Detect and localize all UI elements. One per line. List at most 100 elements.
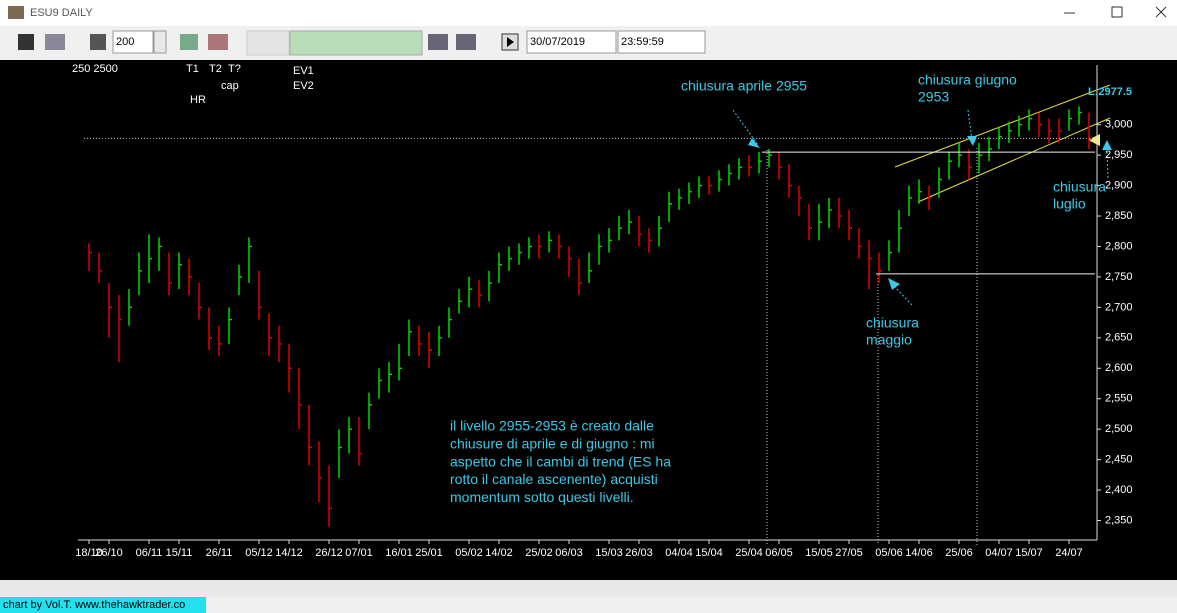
annotation: il livello 2955-2953 è creato dalle — [450, 418, 654, 434]
arrowhead — [1102, 140, 1112, 150]
y-tick-label: 2,650 — [1105, 332, 1133, 344]
play-icon — [507, 37, 514, 47]
y-tick-label: 3,000 — [1105, 119, 1133, 131]
maximize-button[interactable] — [1111, 6, 1123, 18]
channel-lower — [917, 117, 1111, 203]
calc-button[interactable] — [90, 34, 106, 50]
tool-label: T2 — [209, 63, 222, 75]
x-tick-label: 25/01 — [415, 547, 443, 559]
footer-text: chart by Vol.T. www.thehawktrader.co — [3, 599, 185, 611]
tool-label: EV2 — [293, 80, 314, 92]
y-tick-label: 2,700 — [1105, 301, 1133, 313]
x-tick-label: 26/10 — [95, 547, 123, 559]
tool-label: T? — [228, 63, 241, 75]
annotation: 2953 — [918, 89, 949, 105]
annotation: maggio — [866, 332, 912, 348]
tool-label: HR — [190, 94, 206, 106]
app-icon — [8, 6, 24, 19]
title-bar — [0, 0, 1177, 26]
window-title: ESU9 DAILY — [30, 7, 93, 19]
y-tick-label: 2,950 — [1105, 149, 1133, 161]
arrow — [1106, 151, 1109, 179]
arrowhead — [888, 278, 900, 290]
annotation: chiusura giugno — [918, 72, 1017, 88]
annotation: chiusure di aprile e di giugno : mi — [450, 436, 655, 452]
y-tick-label: 2,350 — [1105, 514, 1133, 526]
annotation: aspetto che il cambi di trend (ES ha — [450, 453, 671, 469]
x-tick-label: 26/03 — [625, 547, 653, 559]
x-tick-label: 25/02 — [525, 547, 553, 559]
time-value: 23:59:59 — [621, 36, 664, 48]
x-tick-label: 07/01 — [345, 547, 373, 559]
x-tick-label: 15/07 — [1015, 547, 1043, 559]
annotation: luglio — [1053, 196, 1086, 212]
y-tick-label: 2,750 — [1105, 271, 1133, 283]
save-style-button[interactable] — [428, 34, 448, 50]
arrow — [892, 284, 913, 306]
time-input[interactable] — [617, 30, 706, 54]
x-tick-label: 04/07 — [985, 547, 1013, 559]
annotation: rotto il canale ascenente) acquisti — [450, 471, 658, 487]
x-tick-label: 05/02 — [455, 547, 483, 559]
annotation: chiusura — [866, 315, 919, 331]
x-tick-label: 06/05 — [765, 547, 793, 559]
x-tick-label: 24/07 — [1055, 547, 1083, 559]
date-input[interactable] — [526, 30, 617, 54]
tool-label: T1 — [186, 63, 199, 75]
bars-value: 200 — [116, 36, 134, 48]
bars-spinner[interactable] — [153, 30, 167, 54]
x-tick-label: 14/06 — [905, 547, 933, 559]
x-tick-label: 26/12 — [315, 547, 343, 559]
x-tick-label: 25/06 — [945, 547, 973, 559]
y-tick-label: 2,450 — [1105, 454, 1133, 466]
channel-upper — [894, 84, 1111, 168]
last-price-label: L:2977.5 — [1088, 86, 1132, 98]
tool-label: 250 2500 — [72, 63, 118, 75]
status-bar — [0, 597, 1177, 613]
close-button[interactable] — [1155, 6, 1167, 18]
annotation: momentum sotto questi livelli. — [450, 489, 634, 505]
x-tick-label: 27/05 — [835, 547, 863, 559]
arrow — [732, 109, 759, 146]
x-tick-label: 15/03 — [595, 547, 623, 559]
y-tick-label: 2,400 — [1105, 484, 1133, 496]
x-tick-label: 06/03 — [555, 547, 583, 559]
arrow — [967, 109, 973, 141]
footer-box — [0, 597, 206, 613]
x-tick-label: 15/05 — [805, 547, 833, 559]
tool-label: EV1 — [293, 65, 314, 77]
x-tick-label: 18/10 — [75, 547, 103, 559]
save-button[interactable] — [18, 34, 34, 50]
y-tick-label: 2,550 — [1105, 393, 1133, 405]
tool-button[interactable] — [208, 34, 228, 50]
y-tick-label: 2,500 — [1105, 423, 1133, 435]
chart-type-button[interactable] — [45, 34, 65, 50]
bars-input[interactable] — [112, 30, 154, 54]
scrollbar[interactable] — [0, 580, 1177, 597]
chart-area — [0, 60, 1177, 580]
x-tick-label: 04/04 — [665, 547, 693, 559]
x-tick-label: 05/06 — [875, 547, 903, 559]
status-field — [289, 30, 423, 56]
x-tick-label: 16/01 — [385, 547, 413, 559]
tool-button[interactable] — [180, 34, 198, 50]
annotation: chiusura — [1053, 179, 1106, 195]
blank-field — [246, 30, 290, 56]
x-tick-label: 15/11 — [166, 547, 193, 559]
x-tick-label: 06/11 — [136, 547, 163, 559]
y-tick-label: 2,600 — [1105, 362, 1133, 374]
x-tick-label: 14/02 — [485, 547, 513, 559]
x-tick-label: 25/04 — [735, 547, 763, 559]
x-tick-label: 05/12 — [245, 547, 273, 559]
x-tick-label: 15/04 — [695, 547, 723, 559]
arrowhead — [748, 138, 760, 148]
annotation: chiusura aprile 2955 — [681, 78, 807, 94]
y-tick-label: 2,900 — [1105, 179, 1133, 191]
style-button[interactable] — [456, 34, 476, 50]
date-value: 30/07/2019 — [530, 36, 585, 48]
x-tick-label: 14/12 — [275, 547, 303, 559]
tool-label: cap — [221, 80, 239, 92]
y-tick-label: 2,800 — [1105, 240, 1133, 252]
